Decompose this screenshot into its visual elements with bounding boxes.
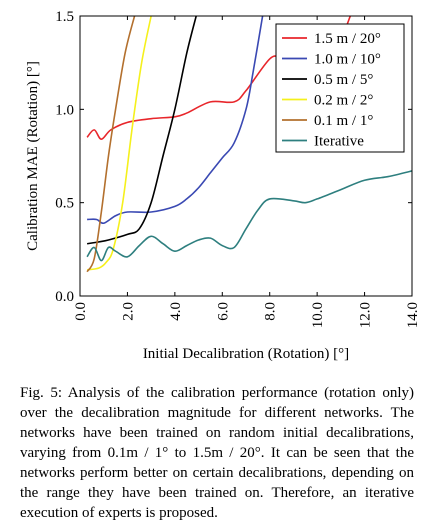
series-line-5 [86,16,136,273]
x-tick-label: 14.0 [405,302,421,328]
legend-label: 0.5 m / 5° [314,72,373,88]
legend-box [275,23,405,153]
y-tick-label: 0.0 [55,289,74,305]
legend-label: 1.5 m / 20° [314,31,381,47]
legend: 1.5 m / 20° 1.0 m / 10° 0.5 m / 5° 0.2 m / … [275,23,405,153]
y-tick-label: 1.5 [55,9,74,25]
plot-frame [79,15,413,297]
y-tick-label: 1.0 [55,102,74,118]
y-axis-label: Calibration MAE (Rotation) [°] [25,61,41,251]
series-line-3 [86,16,197,245]
y-tick-label: 0.5 [55,196,74,212]
x-axis-label: Initial Decalibration (Rotation) [°] [143,346,349,362]
x-tick-label: 10.0 [310,302,326,328]
legend-label: 1.0 m / 10° [314,52,381,68]
x-tick-label: 12.0 [358,302,374,328]
legend-label: 0.1 m / 1° [314,113,373,129]
legend-label: Iterative [314,134,364,150]
figure-caption: Fig. 5: Analysis of the calibration perf… [20,385,414,521]
x-tick-label: 8.0 [263,302,279,321]
chart-figure: 0.0 2.0 4.0 6.0 8.0 10.0 12.0 14.0 0.0 0.5 1.0 1.5 … [25,9,421,362]
series-line-6 [86,170,412,262]
x-tick-label: 0.0 [73,302,89,321]
series-line-2 [87,16,264,225]
series-line-4 [86,16,152,271]
legend-label: 0.2 m / 2° [314,93,373,109]
x-tick-label: 4.0 [168,302,184,321]
line-chart: 0.0 2.0 4.0 6.0 8.0 10.0 12.0 14.0 0.0 0.5 1.0 1.5 … [25,9,421,362]
x-tick-label: 6.0 [215,302,231,321]
x-tick-label: 2.0 [120,302,136,321]
